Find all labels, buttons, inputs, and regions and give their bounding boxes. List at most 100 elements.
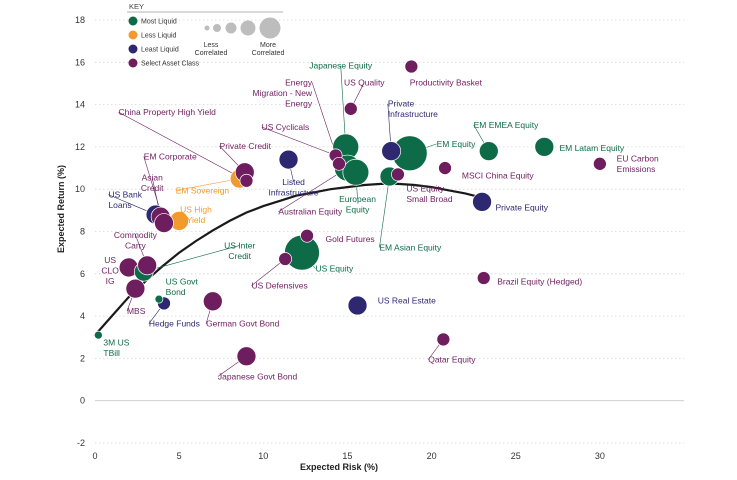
point-label: US Govt Bond bbox=[166, 276, 199, 297]
x-tick-label: 20 bbox=[427, 451, 437, 461]
key-swatch bbox=[128, 44, 138, 54]
bubble bbox=[593, 156, 607, 171]
key-size-bubble bbox=[225, 22, 237, 34]
key-legend: KEY Most Liquid Less Liquid Least Liquid Se… bbox=[127, 2, 284, 68]
bubble bbox=[332, 156, 346, 171]
point-label: EM Latam Equity bbox=[559, 143, 624, 153]
x-tick-label: 15 bbox=[342, 451, 352, 461]
point-label: Hedge Funds bbox=[149, 319, 200, 329]
point-label: EM Asian Equity bbox=[379, 243, 442, 253]
y-tick-label: 10 bbox=[75, 184, 85, 194]
label-leader bbox=[118, 111, 247, 182]
point-label: MSCI China Equity bbox=[462, 171, 535, 181]
key-size-bubble bbox=[213, 24, 221, 32]
point-label: Brazil Equity (Hedged) bbox=[497, 276, 582, 286]
bubble bbox=[154, 213, 174, 233]
key-swatch bbox=[128, 16, 138, 26]
key-size-high-label: More Correlated bbox=[252, 42, 285, 57]
point-label: EM Equity bbox=[437, 139, 476, 149]
y-tick-label: 2 bbox=[80, 353, 85, 363]
point-label: Qatar Equity bbox=[428, 355, 476, 365]
point-label: China Property High Yield bbox=[119, 107, 217, 117]
point-label: MBS bbox=[127, 306, 146, 316]
key-title: KEY bbox=[129, 2, 144, 11]
y-tick-label: 0 bbox=[80, 396, 85, 406]
point-label: US Bank Loans bbox=[108, 190, 142, 211]
label-leader bbox=[379, 176, 390, 248]
point-label: US Inter Credit bbox=[224, 240, 255, 260]
point-label: EM EMEA Equity bbox=[474, 120, 539, 130]
bubble bbox=[404, 59, 419, 74]
point-label: Private Equity bbox=[496, 202, 549, 212]
point-label: US Defensives bbox=[252, 281, 308, 291]
label-leader bbox=[251, 258, 286, 286]
bubble bbox=[278, 252, 293, 266]
point-label: US CLO IG bbox=[101, 255, 119, 286]
key-label: Most Liquid bbox=[141, 19, 177, 26]
y-tick-label: 14 bbox=[75, 100, 85, 110]
point-label: Australian Equity bbox=[278, 207, 343, 217]
y-tick-label: 4 bbox=[80, 311, 85, 321]
gridlines: -2 0 2 4 6 8 10 12 14 16 18 0 5 10 15 20 25 30 bbox=[75, 15, 684, 461]
x-tick-label: 0 bbox=[92, 451, 97, 461]
bubble bbox=[472, 192, 492, 212]
label-leader bbox=[340, 65, 347, 147]
point-label: Private Infrastructure bbox=[388, 99, 438, 120]
point-label: US High Yield bbox=[180, 204, 212, 225]
bubble bbox=[347, 295, 368, 316]
key-size-bubble bbox=[259, 17, 281, 39]
y-tick-label: 8 bbox=[80, 227, 85, 237]
x-tick-label: 30 bbox=[595, 451, 605, 461]
point-label: German Govt Bond bbox=[206, 319, 280, 329]
y-tick-label: 18 bbox=[75, 15, 85, 25]
point-label: US Equity bbox=[315, 264, 354, 274]
x-tick-label: 25 bbox=[511, 451, 521, 461]
bubble bbox=[476, 271, 491, 285]
bubble bbox=[534, 137, 555, 157]
point-label: Listed Infrastructure bbox=[269, 177, 319, 198]
point-label: European Equity bbox=[339, 194, 376, 215]
point-label: Energy Migration - New Energy bbox=[253, 78, 313, 109]
key-label: Less Liquid bbox=[141, 33, 177, 40]
key-label: Least Liquid bbox=[141, 47, 179, 54]
bubble bbox=[125, 278, 146, 299]
bubble bbox=[381, 141, 402, 161]
axes: Expected Risk (%) Expected Return (%) bbox=[56, 165, 378, 472]
point-label: US Real Estate bbox=[378, 295, 436, 305]
bubble bbox=[478, 141, 499, 161]
x-tick-label: 10 bbox=[258, 451, 268, 461]
bubble bbox=[300, 228, 314, 243]
key-size-bubble bbox=[240, 20, 256, 36]
point-label: 3M US TBill bbox=[103, 338, 129, 359]
point-label: EU Carbon Emissions bbox=[617, 154, 659, 175]
y-tick-label: 12 bbox=[75, 142, 85, 152]
bubble bbox=[342, 158, 370, 186]
label-leader bbox=[278, 167, 348, 212]
point-label: Productivity Basket bbox=[410, 78, 483, 88]
bubble bbox=[94, 330, 103, 340]
bubble bbox=[438, 161, 452, 175]
point-label: US Equity Small Broad bbox=[406, 183, 453, 204]
label-leader bbox=[175, 178, 240, 191]
point-label: EM Sovereign bbox=[176, 185, 230, 195]
bubbles bbox=[94, 59, 607, 367]
point-label: Gold Futures bbox=[326, 234, 375, 244]
bubble bbox=[343, 101, 358, 116]
y-tick-label: 16 bbox=[75, 57, 85, 67]
y-axis-title: Expected Return (%) bbox=[56, 165, 66, 253]
point-label: Private Credit bbox=[220, 141, 272, 151]
frontier-curve-group bbox=[93, 182, 484, 337]
key-size-bubble bbox=[204, 25, 210, 31]
key-swatch bbox=[128, 58, 138, 68]
point-label: Commodity Carry bbox=[114, 230, 158, 251]
bubble bbox=[239, 173, 254, 188]
point-label: Japanese Govt Bond bbox=[218, 372, 298, 382]
label-leader bbox=[261, 126, 336, 156]
bubble bbox=[137, 255, 158, 276]
bubble bbox=[154, 294, 164, 304]
bubble bbox=[391, 167, 405, 182]
bubble bbox=[278, 149, 299, 170]
point-label: Asian Credit bbox=[141, 173, 164, 194]
